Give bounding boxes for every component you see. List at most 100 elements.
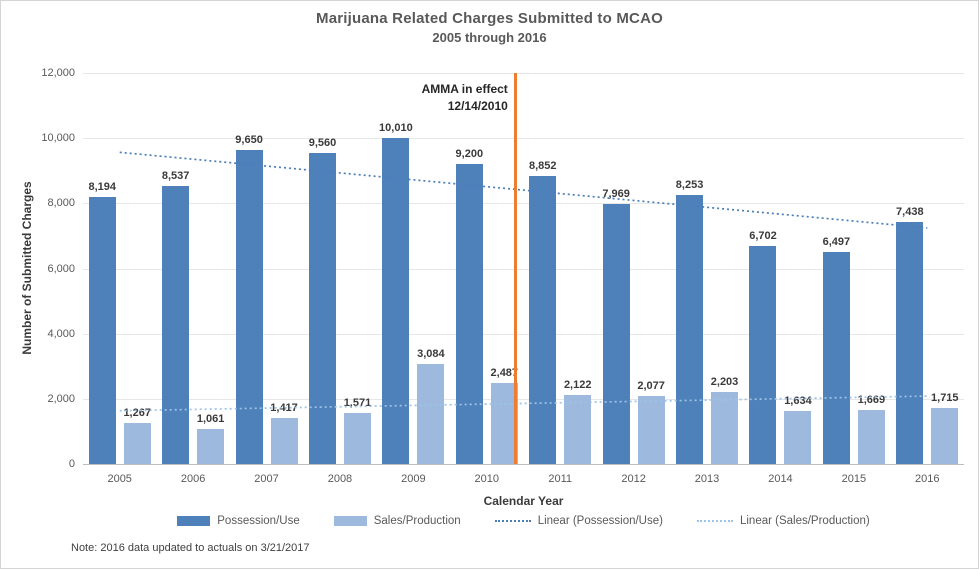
trendlines: [119, 151, 928, 412]
bar-value-label: 1,715: [931, 392, 959, 405]
bar-value-label: 8,253: [675, 179, 704, 192]
bar-possession-2006: [162, 185, 190, 464]
footnote: Note: 2016 data updated to actuals on 3/…: [71, 542, 310, 554]
x-tick-label: 2014: [768, 473, 793, 485]
gridline: [83, 333, 964, 335]
bar-value-label: 2,487: [490, 366, 519, 379]
bar-possession-2013: [676, 195, 704, 464]
bar-value-label: 2,203: [710, 376, 739, 389]
legend-dotted-line-swatch: [696, 520, 733, 522]
plot-area: 8,194 1,267 8,537 1,061 9,650 1,417 9,560 1,571…: [83, 73, 964, 465]
bar-sales-2012: [637, 396, 665, 464]
bar-group-2008: 9,560 1,571: [303, 73, 376, 464]
legend-possession: Possession/Use: [177, 515, 300, 527]
x-tick-label: 2008: [327, 473, 353, 485]
bar-value-label: 7,438: [896, 205, 924, 218]
bar-value-label: 9,650: [235, 133, 263, 146]
x-tick-label: 2013: [694, 473, 720, 485]
bar-possession-2007: [235, 149, 263, 464]
bar-sales-2009: [417, 363, 445, 464]
gridline: [83, 398, 964, 400]
bar-possession-2015: [822, 252, 850, 464]
bar-value-label: 9,560: [308, 136, 337, 149]
chart-title: Marijuana Related Charges Submitted to M…: [316, 10, 663, 27]
trendline-sales: [119, 395, 928, 412]
bar-group-2015: 6,497 1,669: [817, 73, 890, 464]
bar-group-2013: 8,253 2,203: [670, 73, 743, 464]
bar-possession-2014: [749, 245, 777, 464]
bar-value-label: 1,417: [270, 401, 298, 414]
bar-value-label: 10,010: [379, 121, 413, 134]
x-axis-title: Calendar Year: [483, 494, 564, 508]
x-tick-label: 2010: [474, 473, 500, 485]
bar-sales-2006: [197, 429, 225, 464]
y-tick-label: 4,000: [47, 327, 75, 340]
bar-possession-2010: [455, 164, 483, 464]
legend-color-swatch: [177, 516, 211, 526]
legend-trend-possession: Linear (Possession/Use): [494, 515, 663, 527]
y-tick-label: 6,000: [47, 262, 75, 275]
bar-sales-2008: [343, 412, 371, 464]
bar-sales-2016: [931, 408, 959, 464]
gridline: [83, 73, 964, 74]
x-tick-label: 2012: [621, 473, 646, 485]
bar-value-label: 8,194: [88, 181, 116, 194]
gridline: [83, 203, 964, 205]
bar-value-label: 2,077: [637, 380, 665, 393]
amma-annotation: AMMA in effect 12/14/2010: [83, 81, 508, 115]
y-tick-label: 2,000: [47, 392, 75, 405]
bar-group-2005: 8,194 1,267: [83, 73, 156, 464]
bar-value-label: 9,200: [455, 148, 484, 161]
legend-label: Sales/Production: [373, 515, 461, 527]
gridline: [83, 268, 964, 270]
bar-possession-2005: [88, 197, 116, 464]
bar-possession-2008: [308, 152, 336, 464]
bar-sales-2007: [270, 417, 298, 464]
bar-value-label: 8,537: [161, 169, 190, 182]
x-tick-label: 2005: [107, 473, 132, 485]
x-tick-label: 2007: [254, 473, 279, 485]
y-tick-label: 10,000: [41, 132, 75, 145]
bar-value-label: 2,122: [563, 378, 592, 391]
chart-subtitle: 2005 through 2016: [432, 30, 547, 45]
legend: Possession/Use Sales/Production Linear (Po…: [83, 515, 964, 527]
x-tick-label: 2016: [915, 473, 940, 485]
x-tick-label: 2009: [401, 473, 426, 485]
amma-annotation-line2: 12/14/2010: [447, 98, 508, 113]
legend-trend-sales: Linear (Sales/Production): [696, 515, 870, 527]
bar-value-label: 6,702: [749, 229, 777, 242]
bar-sales-2014: [784, 410, 812, 464]
bar-group-2006: 8,537 1,061: [156, 73, 229, 464]
bar-group-2010: 9,200 2,487: [450, 73, 523, 464]
bar-sales-2005: [123, 422, 151, 464]
bar-value-label: 3,084: [417, 347, 445, 360]
bar-group-2012: 7,969 2,077: [597, 73, 670, 464]
x-tick-label: 2011: [548, 473, 573, 485]
legend-sales: Sales/Production: [333, 515, 461, 527]
bar-possession-2009: [382, 137, 410, 464]
y-tick-label: 8,000: [47, 197, 75, 210]
y-tick-label: 12,000: [41, 67, 75, 79]
legend-label: Possession/Use: [217, 515, 300, 527]
bar-group-2007: 9,650 1,417: [230, 73, 303, 464]
legend-label: Linear (Possession/Use): [537, 515, 663, 527]
x-tick-label: 2006: [180, 473, 206, 485]
bar-possession-2011: [529, 175, 557, 464]
trendline-possession: [119, 151, 928, 229]
legend-dotted-line-swatch: [494, 520, 531, 522]
bar-possession-2012: [602, 204, 630, 464]
bar-value-label: 8,852: [528, 159, 557, 172]
bar-group-2009: 10,010 3,084: [377, 73, 450, 464]
bar-sales-2010: [490, 382, 518, 464]
x-tick-label: 2015: [841, 473, 867, 485]
amma-annotation-line1: AMMA in effect: [421, 82, 508, 96]
bar-possession-2016: [896, 221, 924, 464]
gridline: [83, 138, 964, 140]
bar-sales-2015: [857, 409, 885, 464]
bar-sales-2013: [711, 392, 739, 464]
bar-group-2011: 8,852 2,122: [524, 73, 597, 464]
bar-group-2016: 7,438 1,715: [891, 73, 964, 464]
bar-sales-2011: [564, 394, 592, 464]
y-tick-label: 0: [68, 458, 75, 470]
